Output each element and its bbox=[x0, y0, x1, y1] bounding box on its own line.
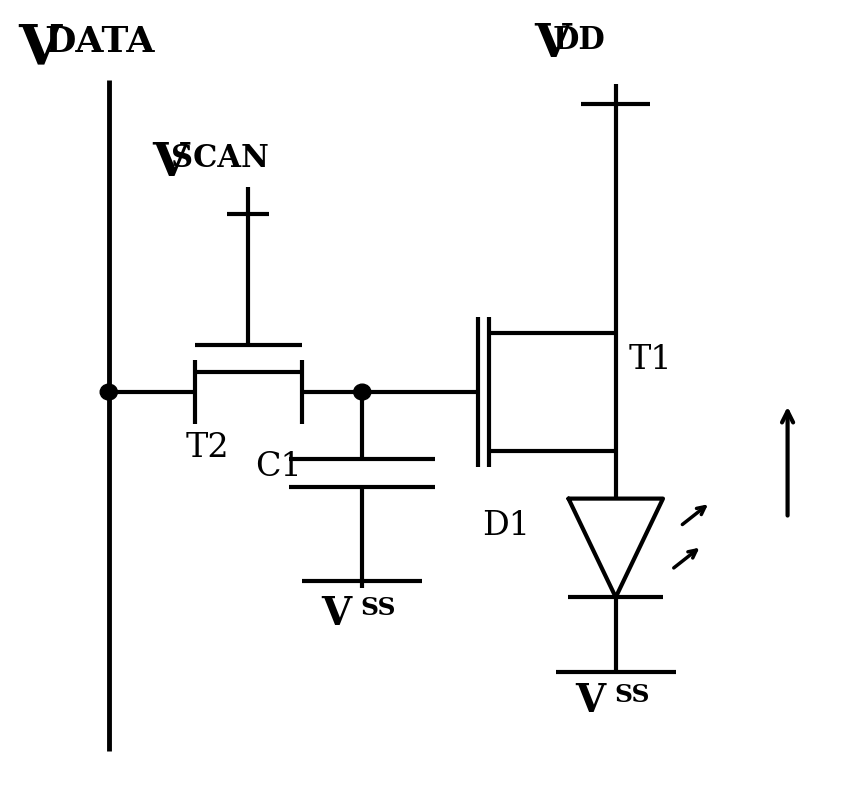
Text: DD: DD bbox=[553, 25, 605, 56]
Text: V: V bbox=[152, 139, 189, 185]
Text: SS: SS bbox=[613, 683, 648, 707]
Circle shape bbox=[100, 384, 117, 400]
Text: V: V bbox=[321, 595, 351, 633]
Text: V: V bbox=[574, 682, 604, 720]
Text: D1: D1 bbox=[482, 510, 530, 543]
Circle shape bbox=[353, 384, 370, 400]
Text: SCAN: SCAN bbox=[170, 143, 269, 174]
Text: V: V bbox=[19, 21, 62, 76]
Text: V: V bbox=[534, 21, 570, 67]
Text: T2: T2 bbox=[186, 432, 230, 463]
Text: T1: T1 bbox=[628, 345, 672, 376]
Text: C1: C1 bbox=[255, 451, 301, 483]
Text: DATA: DATA bbox=[44, 25, 155, 59]
Text: SS: SS bbox=[360, 596, 395, 620]
